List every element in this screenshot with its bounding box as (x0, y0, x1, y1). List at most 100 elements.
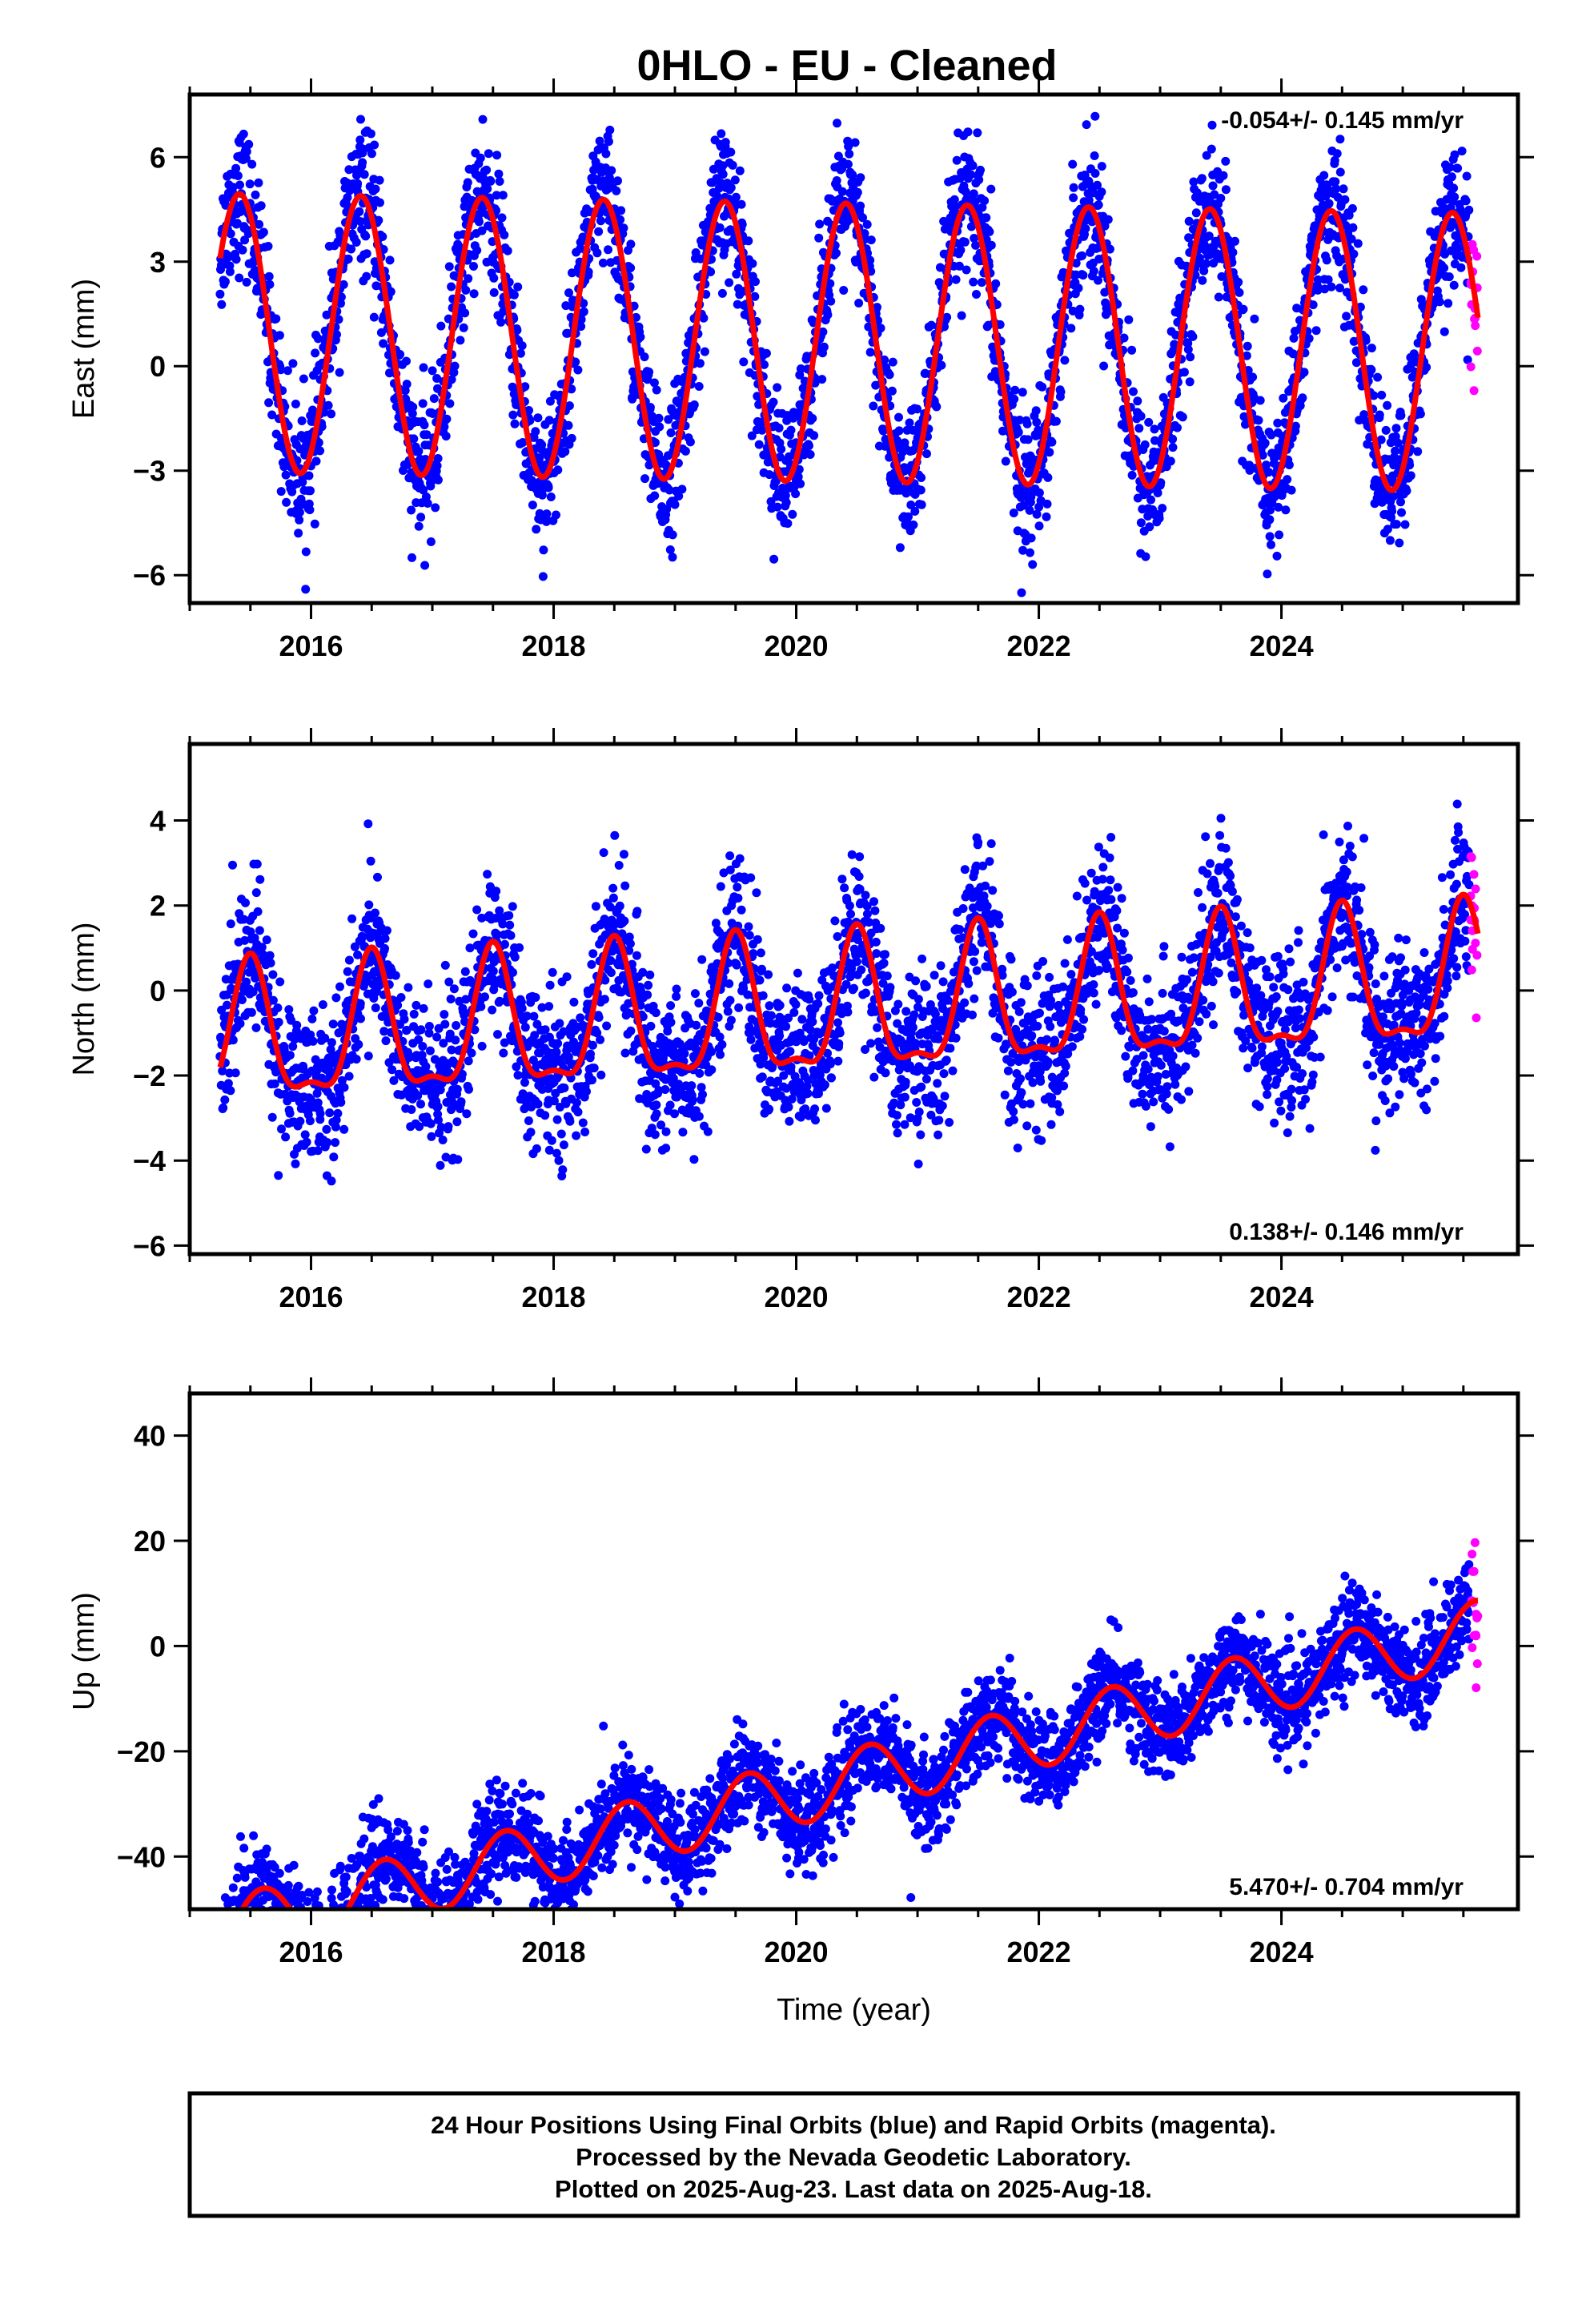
final-point (441, 432, 451, 441)
final-point (604, 137, 613, 147)
final-point (1100, 221, 1110, 231)
final-point (444, 1122, 453, 1132)
final-point (1042, 499, 1052, 509)
final-point (1375, 410, 1384, 420)
final-point (598, 258, 608, 267)
final-point (765, 1001, 774, 1011)
final-point (680, 1049, 689, 1059)
final-point (565, 1116, 575, 1126)
final-point (266, 959, 275, 967)
final-point (833, 119, 841, 128)
final-point (713, 1012, 723, 1022)
final-point (516, 348, 525, 358)
final-point (451, 1035, 460, 1045)
final-point (1153, 489, 1162, 497)
final-point (256, 201, 266, 211)
final-point (452, 1084, 462, 1094)
final-point (1129, 387, 1138, 396)
final-point (995, 320, 1005, 329)
final-point (524, 406, 533, 415)
final-point (305, 505, 315, 515)
final-point (596, 1070, 606, 1080)
final-point (495, 906, 504, 915)
y-axis-label: East (mm) (67, 279, 101, 419)
final-point (715, 223, 725, 232)
final-point (247, 1007, 256, 1017)
final-point (723, 1007, 733, 1016)
final-point (626, 263, 636, 272)
final-point (434, 1116, 443, 1125)
final-point (728, 160, 737, 170)
final-point (1439, 263, 1449, 273)
final-point (456, 1097, 466, 1107)
final-point (255, 219, 264, 229)
final-point (333, 1108, 343, 1118)
final-point (322, 310, 331, 320)
final-point (464, 274, 473, 283)
final-point (1275, 530, 1284, 540)
final-point (323, 1138, 332, 1148)
final-point (226, 1086, 235, 1096)
final-point (444, 314, 453, 324)
final-point (1359, 285, 1368, 295)
final-point (380, 943, 389, 953)
final-point (344, 165, 354, 175)
final-point (460, 1017, 469, 1027)
final-point (636, 332, 645, 342)
final-point (909, 520, 918, 529)
final-point (1069, 183, 1078, 192)
final-point (643, 990, 652, 999)
final-point (954, 261, 964, 271)
final-point (1090, 151, 1099, 160)
final-point (689, 400, 699, 409)
final-point (769, 397, 778, 407)
final-point (313, 334, 323, 344)
final-point (366, 856, 375, 866)
final-point (1221, 185, 1231, 195)
final-point (358, 932, 367, 942)
final-point (1179, 368, 1189, 377)
final-point (476, 1002, 486, 1011)
final-point (375, 198, 384, 207)
final-point (1340, 195, 1350, 204)
final-point (644, 980, 653, 990)
final-point (339, 1083, 349, 1092)
final-point (805, 450, 815, 459)
final-point (243, 229, 253, 239)
final-point (376, 328, 386, 337)
final-point (937, 360, 946, 370)
final-point (499, 1048, 508, 1058)
final-point (750, 292, 760, 301)
final-point (757, 1072, 767, 1082)
final-point (1263, 569, 1272, 579)
final-point (926, 320, 936, 330)
final-point (1449, 280, 1459, 290)
final-point (602, 1021, 612, 1031)
final-point (235, 1019, 245, 1028)
final-point (640, 474, 649, 484)
final-point (489, 273, 499, 283)
final-point (556, 1129, 566, 1139)
final-point (1202, 151, 1211, 160)
final-point (532, 1144, 541, 1153)
final-point (252, 859, 262, 869)
final-point (235, 273, 244, 283)
final-point (707, 1047, 716, 1056)
final-point (608, 883, 618, 893)
final-point (299, 374, 308, 384)
final-point (756, 948, 765, 958)
final-point (837, 164, 847, 173)
final-point (513, 282, 523, 292)
final-point (1210, 190, 1219, 199)
final-point (725, 851, 735, 861)
final-point (382, 1011, 391, 1020)
final-point (744, 922, 753, 931)
final-point (818, 327, 828, 336)
final-point (650, 1130, 660, 1140)
final-point (1034, 488, 1044, 497)
final-point (310, 519, 319, 529)
final-point (610, 830, 620, 840)
final-point (426, 1119, 436, 1128)
final-point (1396, 497, 1405, 507)
